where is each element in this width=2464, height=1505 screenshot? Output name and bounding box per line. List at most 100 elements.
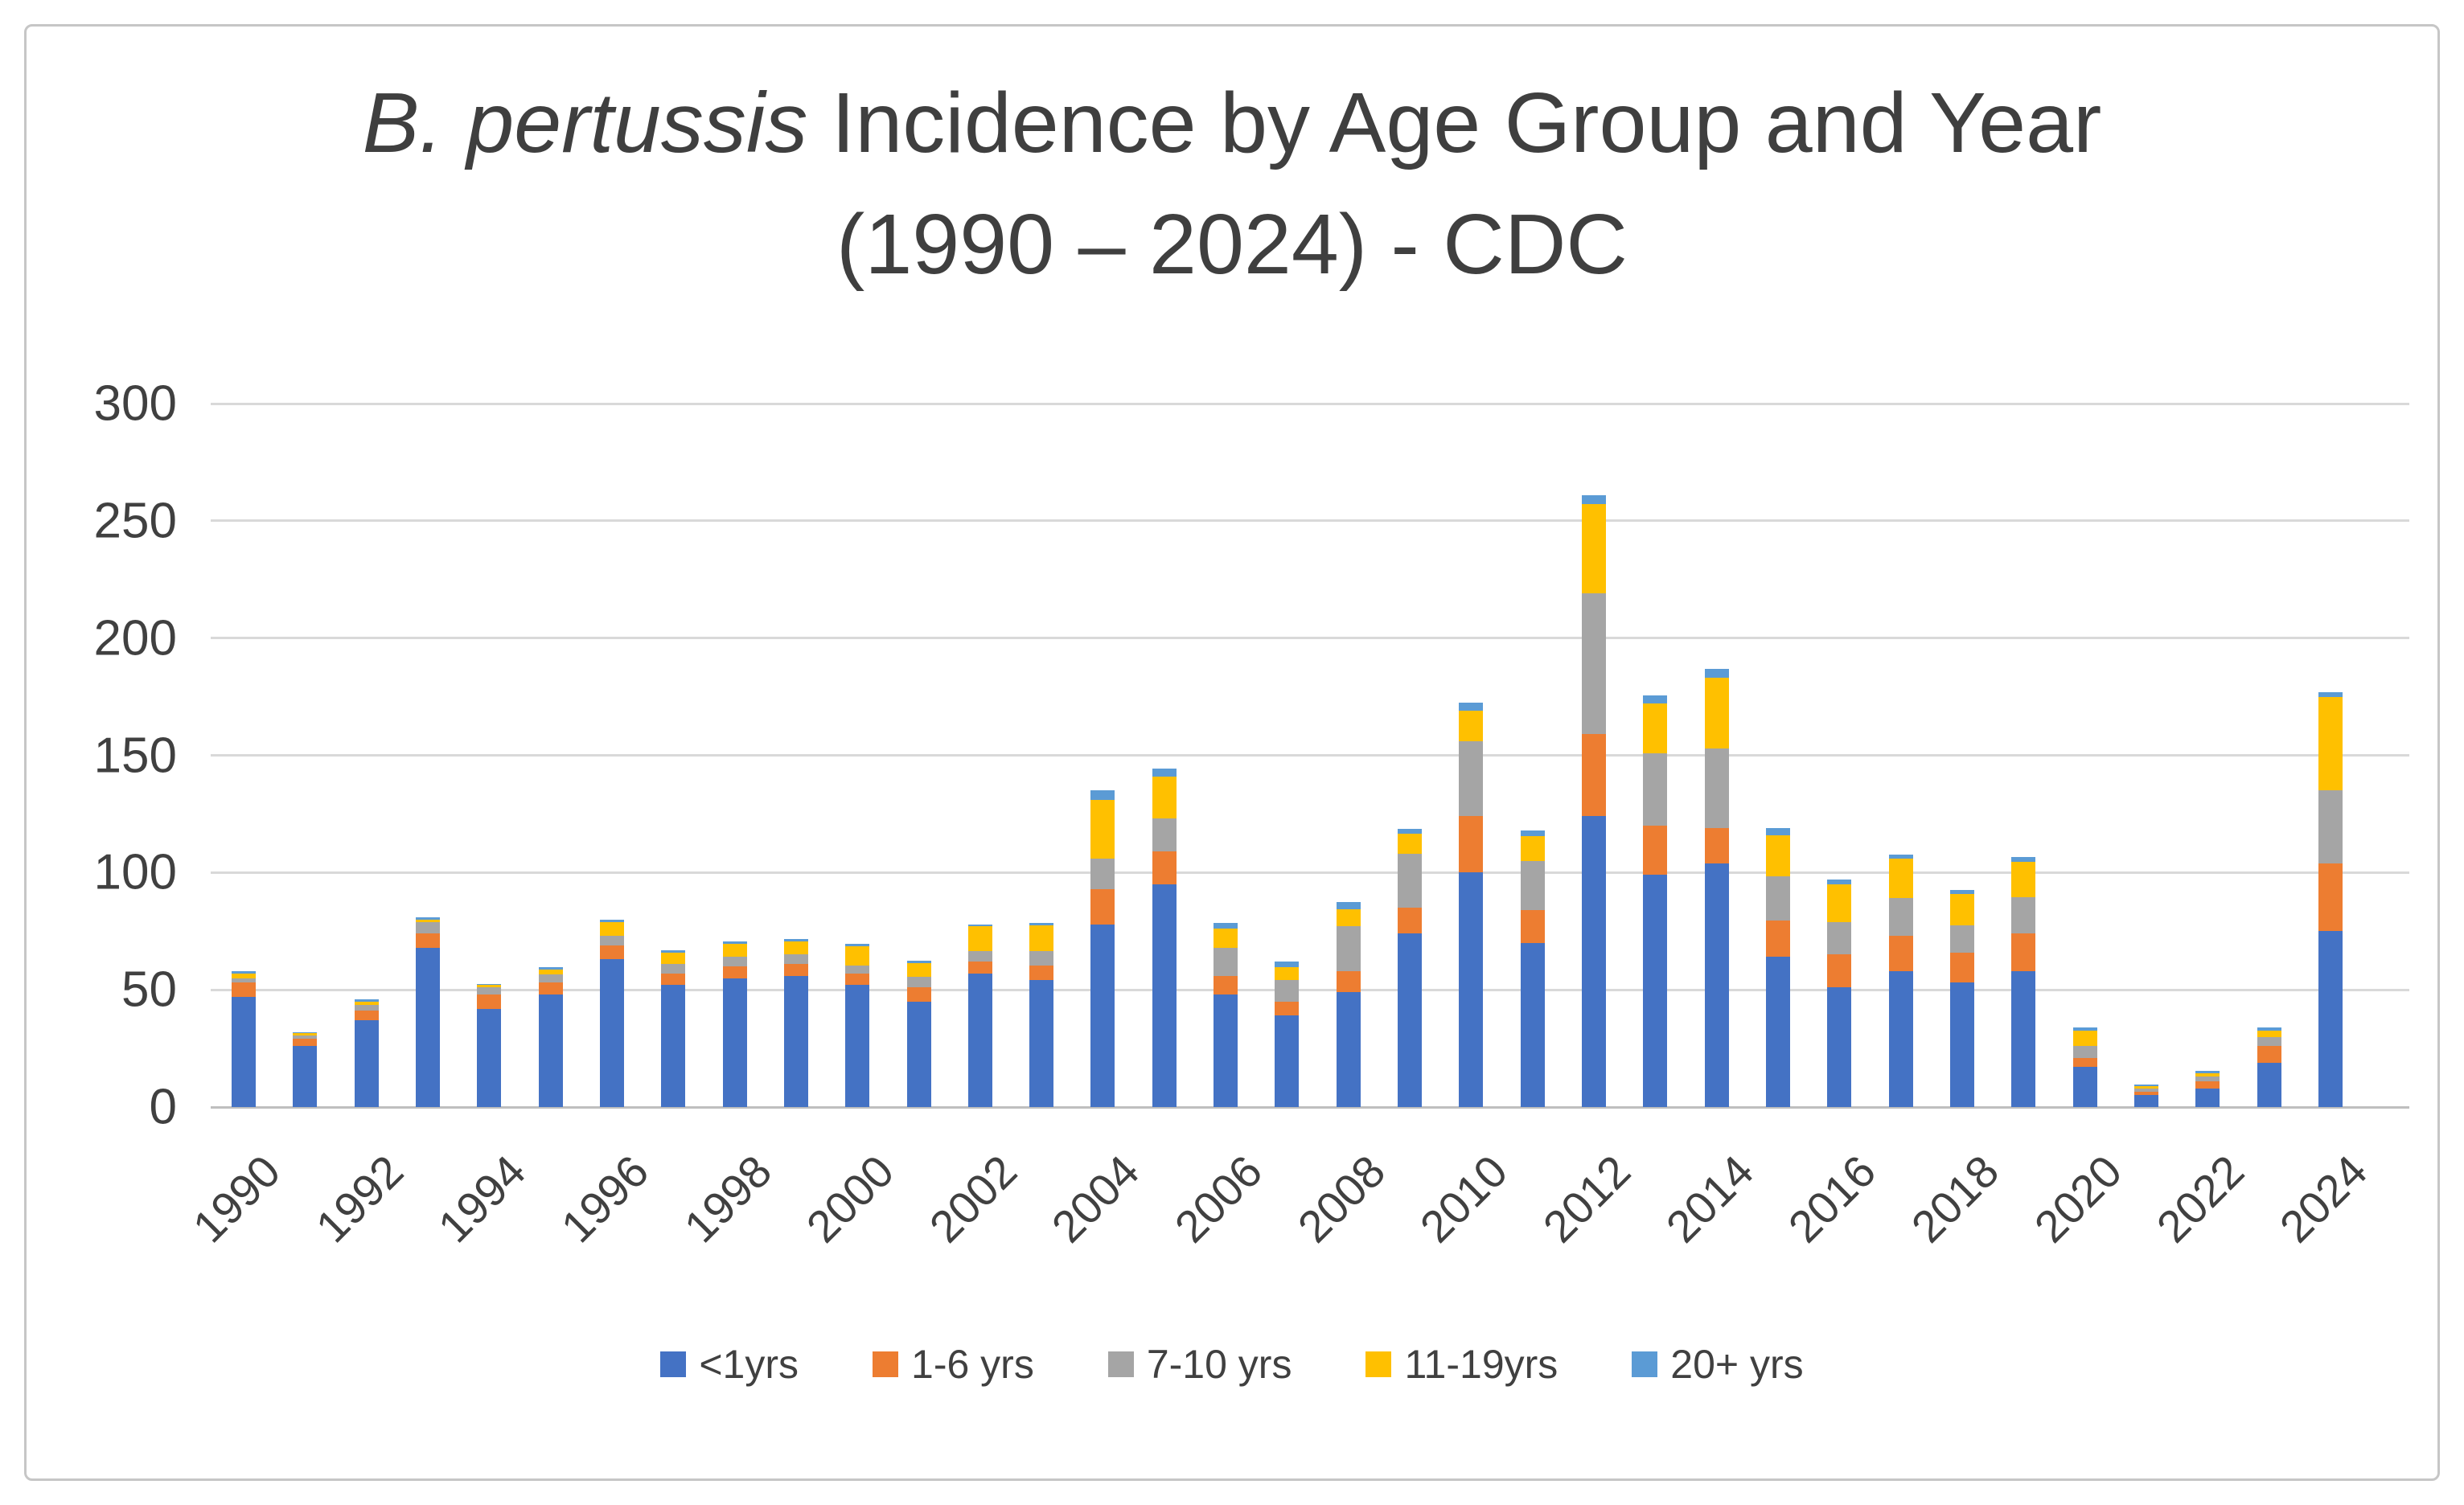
bar-2021-segment-1-6 yrs bbox=[2133, 1092, 2158, 1096]
x-axis-line bbox=[211, 1105, 2409, 1109]
bar-2000 bbox=[845, 944, 870, 1107]
bar-2016-segment-11-19yrs bbox=[1827, 884, 1852, 922]
bar-2023-segment-11-19yrs bbox=[2257, 1031, 2281, 1037]
bar-2014-segment-<1yrs bbox=[1704, 863, 1729, 1107]
bar-1990-segment-11-19yrs bbox=[232, 973, 256, 978]
bar-2006 bbox=[1214, 923, 1238, 1107]
bar-2015-segment-1-6 yrs bbox=[1766, 921, 1790, 958]
bar-1991-segment-1-6 yrs bbox=[293, 1039, 318, 1047]
legend-item-20+ yrs: 20+ yrs bbox=[1632, 1341, 1804, 1388]
bar-2014-segment-7-10 yrs bbox=[1704, 748, 1729, 828]
bar-1990 bbox=[232, 970, 256, 1107]
bar-2007-segment-20+ yrs bbox=[1275, 962, 1300, 968]
bar-2019-segment-7-10 yrs bbox=[2011, 896, 2036, 934]
bar-2016-segment-1-6 yrs bbox=[1827, 954, 1852, 988]
bar-1997-segment-7-10 yrs bbox=[661, 964, 686, 974]
y-axis-tick-label-300: 300 bbox=[93, 375, 177, 432]
bar-2021-segment-11-19yrs bbox=[2133, 1085, 2158, 1089]
bar-2013-segment-7-10 yrs bbox=[1643, 752, 1668, 826]
y-axis-tick-label-200: 200 bbox=[93, 610, 177, 666]
bar-2008-segment-20+ yrs bbox=[1336, 901, 1361, 909]
bar-2006-segment-11-19yrs bbox=[1214, 929, 1238, 948]
bar-2022-segment-20+ yrs bbox=[2195, 1070, 2220, 1073]
bar-1998-segment-11-19yrs bbox=[722, 944, 747, 958]
bar-1995-segment-7-10 yrs bbox=[538, 974, 563, 983]
legend-label: 20+ yrs bbox=[1670, 1342, 1804, 1387]
bar-2016 bbox=[1827, 880, 1852, 1107]
bar-2010-segment-1-6 yrs bbox=[1459, 816, 1484, 873]
bar-2001-segment-7-10 yrs bbox=[906, 977, 931, 988]
bar-1992-segment-7-10 yrs bbox=[354, 1005, 379, 1011]
bar-2018 bbox=[1949, 890, 1974, 1107]
bar-1993-segment-1-6 yrs bbox=[415, 933, 440, 948]
y-axis-tick-label-50: 50 bbox=[121, 962, 177, 1018]
chart-title-line1: B. pertussis Incidence by Age Group and … bbox=[0, 63, 2464, 184]
bar-2017-segment-11-19yrs bbox=[1888, 858, 1913, 899]
bar-2023 bbox=[2257, 1027, 2281, 1107]
bar-2014-segment-20+ yrs bbox=[1704, 668, 1729, 679]
bar-1993-segment-20+ yrs bbox=[415, 917, 440, 920]
gridline-y200 bbox=[211, 637, 2409, 640]
bar-2003-segment-20+ yrs bbox=[1029, 923, 1054, 925]
bar-2006-segment-<1yrs bbox=[1214, 994, 1238, 1107]
bar-2018-segment-11-19yrs bbox=[1949, 893, 1974, 925]
bar-2017-segment-7-10 yrs bbox=[1888, 898, 1913, 937]
bar-2004-segment-11-19yrs bbox=[1090, 799, 1115, 859]
bar-2010-segment-7-10 yrs bbox=[1459, 741, 1484, 817]
bar-2005-segment-<1yrs bbox=[1152, 884, 1177, 1107]
bar-2014 bbox=[1704, 668, 1729, 1107]
bar-2024-segment-11-19yrs bbox=[2318, 696, 2343, 791]
bar-1991 bbox=[293, 1031, 318, 1107]
bar-2001-segment-<1yrs bbox=[906, 1001, 931, 1107]
bar-2024-segment-1-6 yrs bbox=[2318, 863, 2343, 932]
bar-2004-segment-7-10 yrs bbox=[1090, 858, 1115, 889]
bar-2010-segment-<1yrs bbox=[1459, 872, 1484, 1107]
bar-2011-segment-20+ yrs bbox=[1520, 830, 1545, 837]
bar-2021-segment-20+ yrs bbox=[2133, 1084, 2158, 1086]
bar-2020-segment-<1yrs bbox=[2072, 1067, 2097, 1107]
legend-label: <1yrs bbox=[699, 1342, 799, 1387]
bar-1991-segment-20+ yrs bbox=[293, 1031, 318, 1034]
bar-1996-segment-20+ yrs bbox=[599, 919, 624, 922]
bar-2003-segment-7-10 yrs bbox=[1029, 951, 1054, 966]
gridline-y300 bbox=[211, 402, 2409, 405]
bar-2000-segment-<1yrs bbox=[845, 985, 870, 1107]
bar-2012-segment-1-6 yrs bbox=[1582, 734, 1607, 817]
y-axis-tick-label-250: 250 bbox=[93, 493, 177, 549]
bar-2023-segment-<1yrs bbox=[2257, 1062, 2281, 1107]
bar-1994-segment-20+ yrs bbox=[477, 983, 502, 986]
bar-2013 bbox=[1643, 695, 1668, 1107]
bar-1994 bbox=[477, 983, 502, 1107]
bar-1995-segment-1-6 yrs bbox=[538, 982, 563, 994]
bar-1991-segment-<1yrs bbox=[293, 1046, 318, 1107]
bar-2018-segment-1-6 yrs bbox=[1949, 952, 1974, 983]
chart-title-italic-part: B. pertussis bbox=[362, 76, 808, 170]
bar-2024-segment-20+ yrs bbox=[2318, 691, 2343, 697]
bar-2013-segment-11-19yrs bbox=[1643, 703, 1668, 753]
legend-item-1-6 yrs: 1-6 yrs bbox=[873, 1341, 1034, 1388]
bar-2019 bbox=[2011, 857, 2036, 1107]
bar-2011-segment-11-19yrs bbox=[1520, 836, 1545, 861]
bar-1996 bbox=[599, 919, 624, 1107]
bar-1997-segment-1-6 yrs bbox=[661, 973, 686, 986]
bar-2011-segment-7-10 yrs bbox=[1520, 860, 1545, 910]
bar-2012-segment-<1yrs bbox=[1582, 816, 1607, 1107]
bar-2008-segment-<1yrs bbox=[1336, 992, 1361, 1107]
bar-1997-segment-20+ yrs bbox=[661, 949, 686, 953]
bar-2001-segment-1-6 yrs bbox=[906, 987, 931, 1002]
y-axis-tick-label-150: 150 bbox=[93, 728, 177, 783]
legend-swatch-icon bbox=[1632, 1351, 1658, 1377]
bar-1995-segment-11-19yrs bbox=[538, 970, 563, 975]
bar-1994-segment-1-6 yrs bbox=[477, 994, 502, 1009]
bar-2007-segment-7-10 yrs bbox=[1275, 980, 1300, 1002]
chart-title-line2: (1990 – 2024) - CDC bbox=[836, 196, 1628, 292]
bar-2006-segment-1-6 yrs bbox=[1214, 975, 1238, 994]
bar-1996-segment-1-6 yrs bbox=[599, 945, 624, 960]
bar-2004-segment-1-6 yrs bbox=[1090, 888, 1115, 925]
bar-2009-segment-7-10 yrs bbox=[1398, 854, 1423, 908]
legend-item-7-10 yrs: 7-10 yrs bbox=[1107, 1341, 1292, 1388]
bar-2015-segment-7-10 yrs bbox=[1766, 876, 1790, 921]
bar-2007-segment-<1yrs bbox=[1275, 1015, 1300, 1107]
legend-swatch-icon bbox=[1107, 1351, 1134, 1377]
